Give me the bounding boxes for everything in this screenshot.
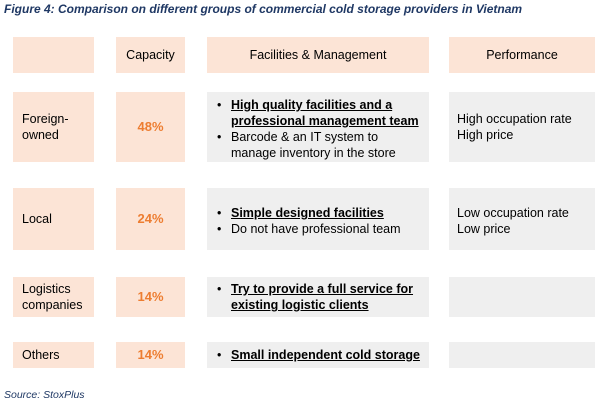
performance-line: High price [457,128,514,142]
capacity-others: 14% [116,342,185,368]
row-label-local: Local [13,188,94,250]
performance-logistics-companies [449,277,595,317]
row-label-line: owned [22,128,59,142]
row-label-others: Others [13,342,94,368]
header-facilities: Facilities & Management [207,37,429,73]
row-label-line: companies [22,298,83,312]
facility-bullet: Barcode & an IT system to manage invento… [215,129,421,161]
row-label-foreign-owned: Foreign-owned [13,92,94,162]
facility-bullet: Small independent cold storage [215,347,421,363]
performance-local: Low occupation rate Low price [449,188,595,250]
facilities-logistics-companies: Try to provide a full service for existi… [207,277,429,317]
facility-bullet: Do not have professional team [215,221,421,237]
facility-bullet: High quality facilities and a profession… [215,97,421,129]
capacity-local: 24% [116,188,185,250]
figure-title: Figure 4: Comparison on different groups… [4,2,523,16]
row-label-line: Local [22,212,52,226]
header-blank-cell [13,37,94,73]
facility-bullet: Try to provide a full service for existi… [215,281,421,313]
capacity-foreign-owned: 48% [116,92,185,162]
capacity-logistics-companies: 14% [116,277,185,317]
performance-line: Low price [457,222,511,236]
row-label-line: Foreign- [22,112,69,126]
facility-bullet: Simple designed facilities [215,205,421,221]
header-capacity: Capacity [116,37,185,73]
source-note: Source: StoxPlus [4,389,85,401]
facilities-others: Small independent cold storage [207,342,429,368]
performance-line: Low occupation rate [457,206,569,220]
facilities-foreign-owned: High quality facilities and a profession… [207,92,429,162]
facilities-local: Simple designed facilities Do not have p… [207,188,429,250]
performance-line: High occupation rate [457,112,572,126]
performance-others [449,342,595,368]
performance-foreign-owned: High occupation rate High price [449,92,595,162]
header-performance: Performance [449,37,595,73]
row-label-line: Logistics [22,282,71,296]
row-label-logistics-companies: Logistics companies [13,277,94,317]
row-label-line: Others [22,348,60,362]
